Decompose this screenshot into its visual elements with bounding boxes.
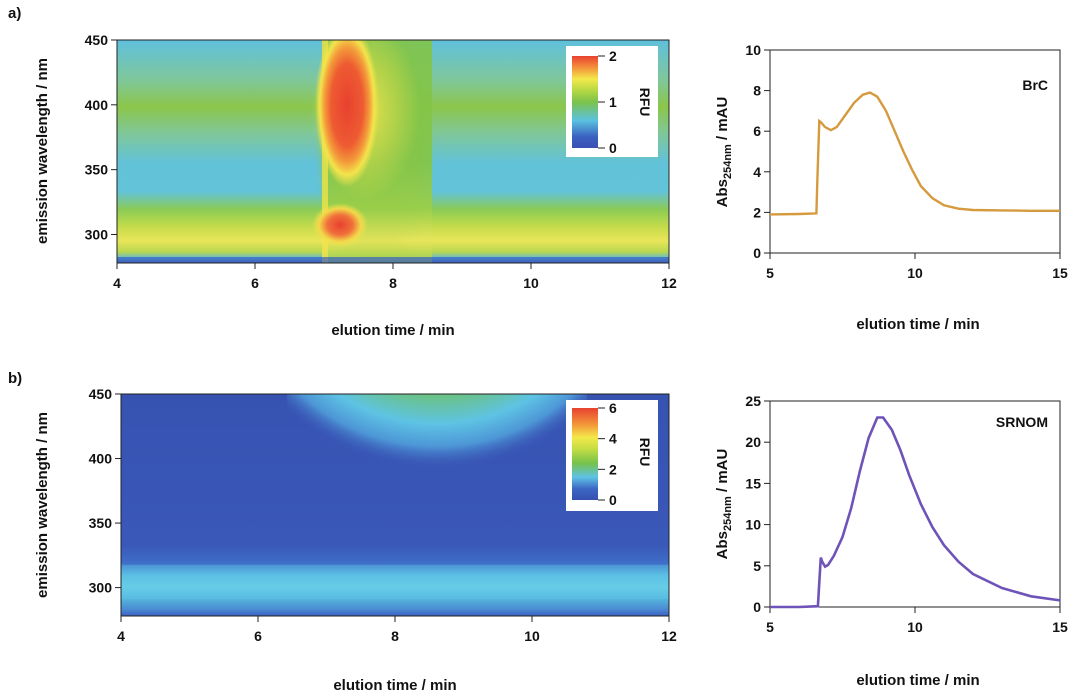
- heatmap-b-ytick-label: 300: [89, 580, 113, 596]
- colorbar-b-ticks: 0 2 4 6: [598, 400, 617, 508]
- heatmap-a-ytick-label: 300: [85, 226, 109, 242]
- line-chart-a-ytick-label: 6: [753, 123, 761, 139]
- line-chart-a-frame: [769, 49, 1061, 254]
- line-chart-a-ytick-label: 4: [753, 164, 761, 180]
- line-chart-a-ylabel-sub: 254nm: [722, 144, 734, 179]
- line-chart-a-ytick-label: 10: [745, 42, 761, 58]
- heatmap-a-main-peak: [315, 40, 379, 187]
- heatmap-a-xtick-label: 12: [661, 275, 677, 291]
- line-chart-a-xtick-label: 5: [766, 265, 774, 281]
- line-chart-a-ylabel-unit: / mAU: [714, 97, 731, 145]
- colorbar-b-title: RFU: [637, 438, 653, 467]
- colorbar-a-tick-label: 2: [609, 48, 617, 64]
- colorbar-a-tick-label: 1: [609, 94, 617, 110]
- line-chart-a-ylabel-main: Abs: [714, 179, 731, 207]
- line-chart-b-xtick-label: 10: [907, 619, 923, 635]
- line-chart-b-ytick-label: 20: [745, 434, 761, 450]
- line-chart-a-series: [769, 91, 1060, 216]
- heatmap-a-ylabel: emission wavelength / nm: [34, 58, 51, 244]
- line-chart-b-ylabel: Abs254nm / mAU: [714, 449, 734, 560]
- colorbar-a-ticks: 0 1 2: [598, 48, 617, 156]
- panel-label-b: b): [8, 370, 22, 387]
- heatmap-b-ytick-label: 350: [89, 515, 113, 531]
- colorbar-a-tick-label: 0: [609, 140, 617, 156]
- colorbar-a-title: RFU: [637, 88, 653, 117]
- heatmap-a-ytick-label: 400: [85, 97, 109, 113]
- heatmap-b-xlabel: elution time / min: [333, 677, 456, 694]
- line-chart-a-annotation: BrC: [1022, 77, 1048, 93]
- heatmap-a-xtick-label: 6: [251, 275, 259, 291]
- line-chart-a-axes: 5 10 15 0 2 4 6 8 10: [745, 42, 1068, 281]
- line-chart-b-ylabel-main: Abs: [714, 531, 731, 559]
- colorbar-b: [572, 408, 598, 500]
- line-chart-b-ytick-label: 5: [753, 558, 761, 574]
- line-chart-b-frame: [769, 400, 1061, 608]
- colorbar-b-tick-label: 6: [609, 400, 617, 416]
- line-chart-a: 5 10 15 0 2 4 6 8 10 BrC: [745, 42, 1068, 281]
- heatmap-a-ytick-label: 450: [85, 32, 109, 48]
- line-chart-b-series: [770, 416, 1061, 609]
- heatmap-a-ytick-label: 350: [85, 162, 109, 178]
- line-chart-a-ylabel: Abs254nm / mAU: [714, 97, 734, 208]
- line-chart-a-xtick-label: 15: [1052, 265, 1068, 281]
- line-chart-a-xlabel: elution time / min: [856, 316, 979, 333]
- heatmap-a-low-peak: [312, 203, 368, 247]
- heatmap-a-xtick-label: 4: [113, 275, 121, 291]
- heatmap-b-ytick-label: 400: [89, 451, 113, 467]
- line-chart-a-xtick-label: 10: [907, 265, 923, 281]
- colorbar-b-tick-label: 2: [609, 461, 617, 477]
- heatmap-b-ylabel: emission wavelength / nm: [34, 412, 51, 598]
- heatmap-b-band: [121, 565, 669, 599]
- line-chart-b-ylabel-unit: / mAU: [714, 449, 731, 497]
- colorbar-b-tick-label: 4: [609, 431, 617, 447]
- line-chart-b-ytick-label: 0: [753, 599, 761, 615]
- line-chart-b-ytick-label: 15: [745, 475, 761, 491]
- heatmap-b-xtick-label: 12: [661, 628, 677, 644]
- heatmap-b-ytick-label: 450: [89, 386, 113, 402]
- line-chart-b-xtick-label: 15: [1052, 619, 1068, 635]
- heatmap-a-xtick-label: 8: [389, 275, 397, 291]
- heatmap-b-xtick-label: 6: [254, 628, 262, 644]
- line-chart-b-ytick-label: 10: [745, 517, 761, 533]
- line-chart-b-annotation: SRNOM: [996, 414, 1048, 430]
- heatmap-b-xtick-label: 8: [391, 628, 399, 644]
- panel-label-a: a): [8, 5, 21, 22]
- line-chart-b-ylabel-sub: 254nm: [722, 496, 734, 531]
- line-chart-a-ytick-label: 0: [753, 245, 761, 261]
- heatmap-a-xtick-label: 10: [523, 275, 539, 291]
- line-chart-b-xlabel: elution time / min: [856, 672, 979, 689]
- line-chart-b-ytick-label: 25: [745, 393, 761, 409]
- heatmap-b: 4 6 8 10 12 300 350 400 450 0 2 4 6 RFU: [89, 386, 677, 644]
- line-chart-b-xtick-label: 5: [766, 619, 774, 635]
- colorbar-b-tick-label: 0: [609, 492, 617, 508]
- heatmap-a-bottom-strip: [117, 257, 669, 263]
- heatmap-b-xtick-label: 4: [117, 628, 125, 644]
- colorbar-a: [572, 56, 598, 148]
- line-chart-a-ytick-label: 2: [753, 204, 761, 220]
- heatmap-b-axes: 4 6 8 10 12 300 350 400 450: [89, 386, 677, 644]
- heatmap-b-xtick-label: 10: [524, 628, 540, 644]
- heatmap-a-xlabel: elution time / min: [331, 322, 454, 339]
- heatmap-b-glow: [287, 394, 587, 544]
- line-chart-a-ytick-label: 8: [753, 83, 761, 99]
